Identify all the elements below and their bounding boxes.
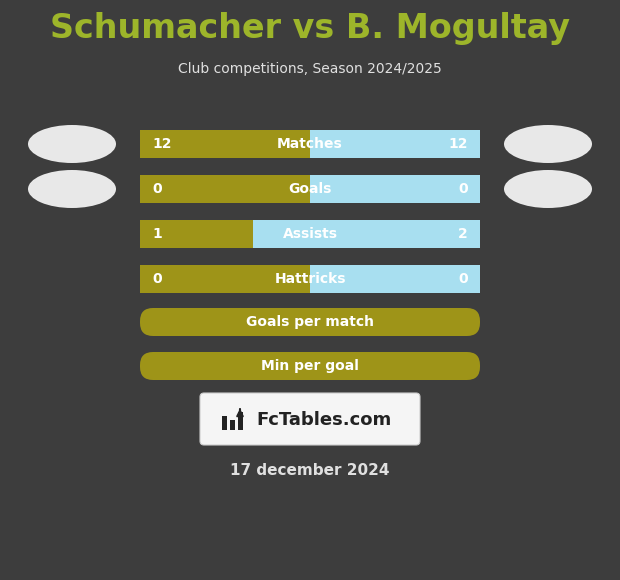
- Text: FcTables.com: FcTables.com: [257, 411, 392, 429]
- Text: Goals: Goals: [288, 182, 332, 196]
- Bar: [253, 220, 480, 248]
- FancyBboxPatch shape: [140, 265, 480, 293]
- Text: Assists: Assists: [283, 227, 337, 241]
- Bar: [230, 420, 235, 430]
- FancyBboxPatch shape: [140, 175, 480, 203]
- FancyBboxPatch shape: [140, 265, 480, 293]
- Bar: [140, 265, 310, 293]
- Text: 0: 0: [152, 272, 162, 286]
- Bar: [140, 130, 310, 158]
- FancyBboxPatch shape: [140, 175, 480, 203]
- Ellipse shape: [504, 125, 592, 163]
- Text: 2: 2: [458, 227, 468, 241]
- FancyBboxPatch shape: [140, 352, 480, 380]
- FancyBboxPatch shape: [200, 393, 420, 445]
- FancyBboxPatch shape: [140, 220, 480, 248]
- FancyBboxPatch shape: [140, 130, 480, 158]
- Ellipse shape: [504, 170, 592, 208]
- FancyBboxPatch shape: [140, 175, 480, 203]
- Text: 12: 12: [152, 137, 172, 151]
- FancyBboxPatch shape: [140, 220, 480, 248]
- Text: Matches: Matches: [277, 137, 343, 151]
- Text: Min per goal: Min per goal: [261, 359, 359, 373]
- Bar: [310, 265, 480, 293]
- Ellipse shape: [28, 170, 116, 208]
- Bar: [238, 412, 243, 430]
- Text: 0: 0: [458, 272, 468, 286]
- FancyBboxPatch shape: [140, 220, 480, 248]
- Text: 0: 0: [458, 182, 468, 196]
- FancyBboxPatch shape: [140, 308, 480, 336]
- Text: Goals per match: Goals per match: [246, 315, 374, 329]
- Text: 12: 12: [448, 137, 468, 151]
- Text: 0: 0: [152, 182, 162, 196]
- Text: 1: 1: [152, 227, 162, 241]
- FancyBboxPatch shape: [140, 130, 480, 158]
- Bar: [140, 175, 310, 203]
- Text: Club competitions, Season 2024/2025: Club competitions, Season 2024/2025: [178, 62, 442, 76]
- Ellipse shape: [28, 125, 116, 163]
- Bar: [310, 130, 480, 158]
- Bar: [140, 220, 253, 248]
- Bar: [310, 175, 480, 203]
- Text: Hattricks: Hattricks: [274, 272, 346, 286]
- Bar: [222, 416, 227, 430]
- FancyBboxPatch shape: [140, 130, 480, 158]
- Text: Schumacher vs B. Mogultay: Schumacher vs B. Mogultay: [50, 12, 570, 45]
- FancyBboxPatch shape: [140, 265, 480, 293]
- Text: 17 december 2024: 17 december 2024: [230, 463, 390, 478]
